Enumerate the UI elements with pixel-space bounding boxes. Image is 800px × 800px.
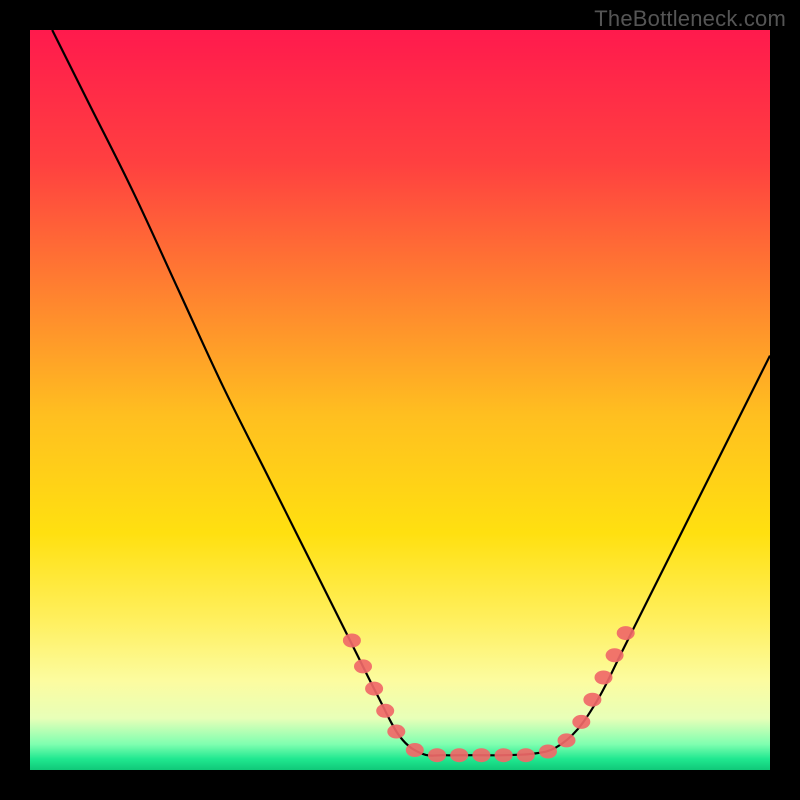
marker-point bbox=[606, 648, 624, 662]
marker-point bbox=[472, 748, 490, 762]
marker-point bbox=[387, 725, 405, 739]
marker-point bbox=[354, 659, 372, 673]
marker-point bbox=[539, 745, 557, 759]
chart-overlay bbox=[30, 30, 770, 770]
curve-line bbox=[52, 30, 770, 756]
marker-group bbox=[343, 626, 635, 762]
plot-area bbox=[30, 30, 770, 770]
marker-point bbox=[376, 704, 394, 718]
marker-point bbox=[495, 748, 513, 762]
marker-point bbox=[583, 693, 601, 707]
marker-point bbox=[595, 671, 613, 685]
marker-point bbox=[365, 682, 383, 696]
marker-point bbox=[450, 748, 468, 762]
marker-point bbox=[428, 748, 446, 762]
marker-point bbox=[572, 715, 590, 729]
marker-point bbox=[617, 626, 635, 640]
chart-container: TheBottleneck.com bbox=[0, 0, 800, 800]
marker-point bbox=[343, 634, 361, 648]
marker-point bbox=[558, 733, 576, 747]
marker-point bbox=[406, 743, 424, 757]
marker-point bbox=[517, 748, 535, 762]
watermark-text: TheBottleneck.com bbox=[594, 6, 786, 32]
